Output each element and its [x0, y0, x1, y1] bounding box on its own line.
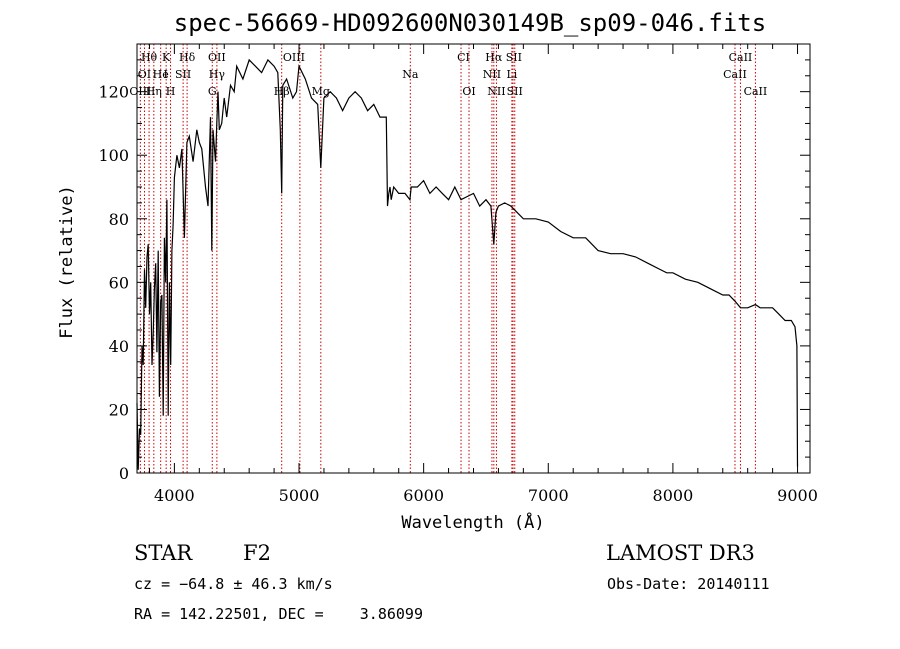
line-label: Hδ	[179, 51, 196, 64]
line-label: SII	[506, 51, 522, 64]
line-label: NII	[487, 85, 505, 98]
y-tick-label: 100	[98, 146, 129, 165]
line-label: SII	[175, 68, 191, 81]
line-label: Li	[506, 68, 517, 81]
x-tick-label: 4000	[154, 486, 195, 505]
x-tick-label: 7000	[528, 486, 569, 505]
line-label: OIII	[283, 51, 305, 64]
line-label: H	[166, 85, 176, 98]
chart-title: spec-56669-HD092600N030149B_sp09-046.fit…	[174, 9, 766, 37]
line-label: I	[163, 68, 167, 81]
plot-frame	[136, 43, 811, 474]
line-label: Hβ	[274, 85, 290, 98]
redshift-value: cz = −64.8 ± 46.3 km/s	[134, 575, 333, 593]
y-tick-label: 40	[109, 337, 129, 356]
x-tick-label: 6000	[403, 486, 444, 505]
coordinates: RA = 142.22501, DEC = 3.86099	[134, 605, 423, 623]
x-axis-label: Wavelength (Å)	[401, 511, 544, 533]
x-tick-label: 5000	[279, 486, 320, 505]
line-label: CaII	[729, 51, 753, 64]
line-label: OII	[208, 51, 226, 64]
line-label: Na	[402, 68, 419, 81]
line-label: Hγ	[209, 68, 226, 81]
line-label: OI	[462, 85, 475, 98]
x-tick-label: 8000	[653, 486, 694, 505]
y-tick-label: 120	[98, 83, 129, 102]
line-markers	[139, 44, 756, 473]
spectrum-series-line	[136, 58, 799, 470]
line-label: Hθ	[141, 51, 158, 64]
object-subclass: F2	[243, 541, 271, 565]
x-axis-ticks: 4000 5000 6000 7000 8000 9000	[148, 44, 818, 505]
y-tick-label: 0	[119, 464, 129, 483]
line-label: G	[208, 85, 217, 98]
line-label: CI	[457, 51, 470, 64]
line-label: Hη	[146, 85, 162, 98]
y-axis-label: Flux (relative)	[57, 185, 77, 339]
survey-name: LAMOST DR3	[606, 541, 755, 565]
y-tick-label: 80	[109, 210, 129, 229]
line-label: CaII	[723, 68, 747, 81]
line-label: Hα	[485, 51, 503, 64]
object-class: STAR	[134, 541, 193, 565]
x-tick-label: 9000	[777, 486, 818, 505]
y-tick-label: 20	[109, 400, 129, 419]
observation-date: Obs-Date: 20140111	[607, 575, 770, 593]
line-label: K	[162, 51, 171, 64]
y-tick-label: 60	[109, 273, 129, 292]
line-label: OI	[138, 68, 151, 81]
line-label: NII	[483, 68, 501, 81]
line-label: He	[153, 68, 169, 81]
line-label: CaII	[744, 85, 768, 98]
y-axis-ticks: 0 20 40 60 80 100 120	[98, 59, 810, 483]
line-label: SII	[507, 85, 523, 98]
line-label: Mg	[312, 85, 330, 98]
